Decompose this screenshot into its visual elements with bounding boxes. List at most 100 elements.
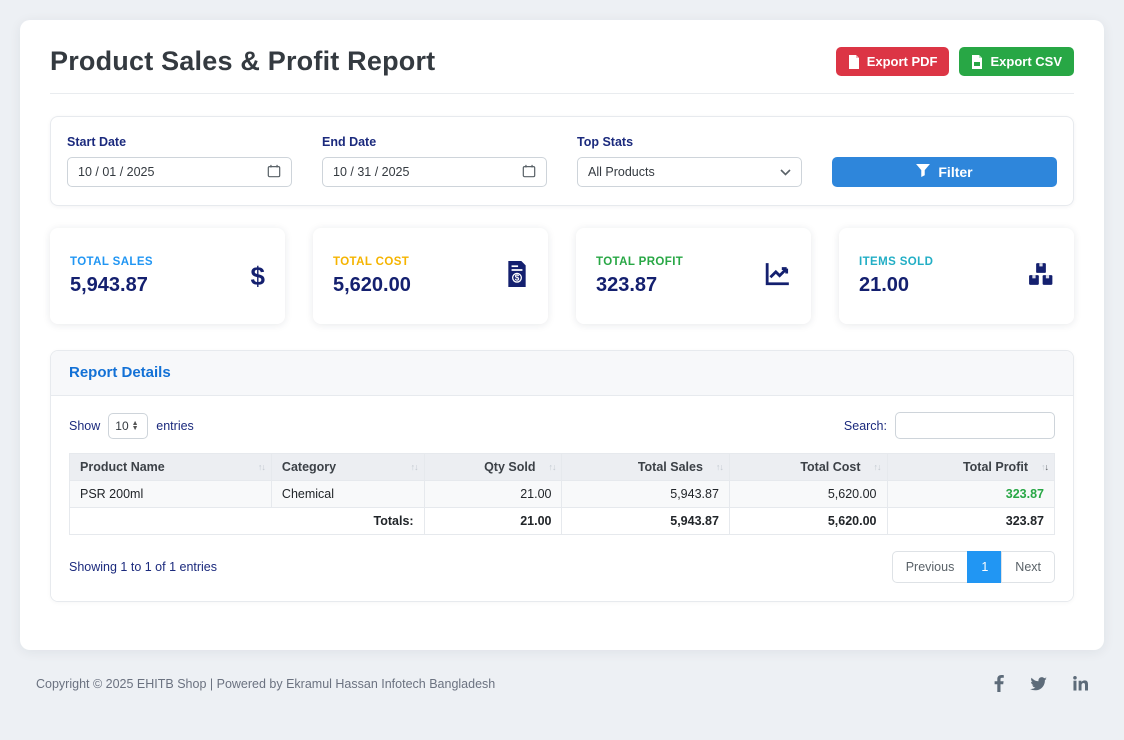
file-csv-icon xyxy=(971,54,983,69)
stats-row: TOTAL SALES 5,943.87 $ TOTAL COST 5,620.… xyxy=(50,228,1074,324)
sort-icon: ↑↓ xyxy=(715,462,724,472)
pagination-next-button[interactable]: Next xyxy=(1001,551,1055,583)
stat-value: 323.87 xyxy=(596,273,658,296)
svg-text:$: $ xyxy=(515,273,520,282)
start-date-value: 10 / 01 / 2025 xyxy=(78,165,155,179)
export-pdf-button[interactable]: Export PDF xyxy=(835,47,950,76)
report-details-title: Report Details xyxy=(69,364,171,381)
calendar-icon[interactable] xyxy=(267,164,281,181)
file-invoice-dollar-icon: $ xyxy=(506,260,528,292)
page-title: Product Sales & Profit Report xyxy=(50,46,436,76)
top-stats-select[interactable]: All Products xyxy=(577,157,802,187)
cell-category: Chemical xyxy=(270,480,425,508)
filter-button[interactable]: Filter xyxy=(832,157,1057,187)
table-controls: Show 10 ▲ ▼ entries Search: xyxy=(69,412,1055,439)
dollar-sign-icon: $ xyxy=(250,260,265,291)
stat-card-total-sales: TOTAL SALES 5,943.87 $ xyxy=(50,228,285,324)
totals-total-sales: 5,943.87 xyxy=(561,507,730,535)
start-date-field-group: Start Date 10 / 01 / 2025 xyxy=(67,135,292,187)
sort-icon: ↑↓ xyxy=(548,462,556,472)
column-header-total-sales[interactable]: Total Sales ↑↓ xyxy=(561,453,730,481)
sort-icon: ↑↓ xyxy=(257,462,266,472)
search-control: Search: xyxy=(844,412,1055,439)
report-details-header: Report Details xyxy=(51,351,1073,396)
stat-value: 5,943.87 xyxy=(70,273,148,296)
site-footer: Copyright © 2025 EHITB Shop | Powered by… xyxy=(36,675,1088,692)
end-date-label: End Date xyxy=(322,135,377,149)
filter-button-label: Filter xyxy=(938,164,973,180)
cell-total-profit: 323.87 xyxy=(886,480,1056,508)
table-footer: Showing 1 to 1 of 1 entries Previous 1 N… xyxy=(69,551,1055,583)
top-stats-label: Top Stats xyxy=(577,135,634,149)
filter-icon xyxy=(916,164,931,180)
stat-label: TOTAL PROFIT xyxy=(596,255,684,268)
entries-info-text: Showing 1 to 1 of 1 entries xyxy=(69,560,218,574)
page-header: Product Sales & Profit Report Export PDF… xyxy=(50,46,1074,77)
chevron-down-icon xyxy=(780,165,791,179)
stat-value: 5,620.00 xyxy=(333,273,411,296)
cubes-icon xyxy=(1028,262,1054,291)
sort-icon: ↑↓ xyxy=(873,462,882,472)
pagination-previous-button[interactable]: Previous xyxy=(891,551,969,583)
calendar-icon[interactable] xyxy=(522,164,536,181)
table-row[interactable]: PSR 200ml Chemical 21.00 5,943.87 5,620.… xyxy=(69,480,1056,508)
chart-line-icon xyxy=(765,262,791,291)
column-header-total-cost[interactable]: Total Cost ↑↓ xyxy=(728,453,888,481)
report-table: Product Name ↑↓ Category ↑↓ Qty Sold ↑↓ xyxy=(69,453,1056,535)
export-buttons: Export PDF Export CSV xyxy=(835,47,1074,76)
end-date-input[interactable]: 10 / 31 / 2025 xyxy=(322,157,547,187)
report-details-panel: Report Details Show 10 ▲ ▼ entries Search… xyxy=(50,350,1074,602)
totals-label: Totals: xyxy=(69,507,425,535)
totals-total-cost: 5,620.00 xyxy=(728,507,888,535)
report-page-card: Product Sales & Profit Report Export PDF… xyxy=(20,20,1104,650)
totals-total-profit: 323.87 xyxy=(886,507,1056,535)
sort-icon-active-desc: ↑↓ xyxy=(1041,462,1049,472)
table-header-row: Product Name ↑↓ Category ↑↓ Qty Sold ↑↓ xyxy=(69,453,1056,481)
end-date-value: 10 / 31 / 2025 xyxy=(333,165,410,179)
twitter-icon[interactable] xyxy=(1030,676,1047,691)
end-date-field-group: End Date 10 / 31 / 2025 xyxy=(322,135,547,187)
stat-card-total-cost: TOTAL COST 5,620.00 $ xyxy=(313,228,548,324)
column-header-category[interactable]: Category ↑↓ xyxy=(270,453,425,481)
stat-label: ITEMS SOLD xyxy=(859,255,934,268)
cell-total-cost: 5,620.00 xyxy=(728,480,888,508)
top-stats-field-group: Top Stats All Products xyxy=(577,135,802,187)
report-details-body: Show 10 ▲ ▼ entries Search: xyxy=(51,396,1073,601)
page-length-control: Show 10 ▲ ▼ entries xyxy=(69,412,194,439)
stat-card-total-profit: TOTAL PROFIT 323.87 xyxy=(576,228,811,324)
top-stats-selected-value: All Products xyxy=(588,165,655,179)
select-spinner-icon: ▲ ▼ xyxy=(131,419,139,432)
column-header-product-name[interactable]: Product Name ↑↓ xyxy=(69,453,272,481)
search-label: Search: xyxy=(843,418,887,433)
pagination-page-1-button[interactable]: 1 xyxy=(967,551,1003,583)
totals-qty-sold: 21.00 xyxy=(423,507,563,535)
stat-label: TOTAL COST xyxy=(333,255,410,268)
page-length-select[interactable]: 10 ▲ ▼ xyxy=(108,412,149,439)
export-csv-label: Export CSV xyxy=(990,54,1062,69)
start-date-input[interactable]: 10 / 01 / 2025 xyxy=(67,157,292,187)
show-label: Show xyxy=(69,418,101,433)
pagination: Previous 1 Next xyxy=(891,551,1055,583)
stat-card-items-sold: ITEMS SOLD 21.00 xyxy=(839,228,1074,324)
page-length-value: 10 xyxy=(115,418,129,433)
column-header-total-profit[interactable]: Total Profit ↑↓ xyxy=(886,453,1056,481)
header-divider xyxy=(50,93,1074,94)
export-csv-button[interactable]: Export CSV xyxy=(959,47,1074,76)
cell-product-name: PSR 200ml xyxy=(69,480,272,508)
file-pdf-icon xyxy=(848,54,860,69)
stat-label: TOTAL SALES xyxy=(70,255,153,268)
cell-qty-sold: 21.00 xyxy=(423,480,563,508)
social-links xyxy=(994,675,1088,692)
sort-icon: ↑↓ xyxy=(410,462,419,472)
facebook-icon[interactable] xyxy=(994,675,1004,692)
entries-label: entries xyxy=(156,418,194,433)
search-input[interactable] xyxy=(895,412,1055,439)
copyright-text: Copyright © 2025 EHITB Shop | Powered by… xyxy=(36,676,496,691)
linkedin-icon[interactable] xyxy=(1073,676,1088,691)
start-date-label: Start Date xyxy=(67,135,127,149)
column-header-qty-sold[interactable]: Qty Sold ↑↓ xyxy=(423,453,563,481)
table-totals-row: Totals: 21.00 5,943.87 5,620.00 323.87 xyxy=(69,507,1056,535)
cell-total-sales: 5,943.87 xyxy=(561,480,730,508)
stat-value: 21.00 xyxy=(859,273,910,296)
export-pdf-label: Export PDF xyxy=(866,54,938,69)
